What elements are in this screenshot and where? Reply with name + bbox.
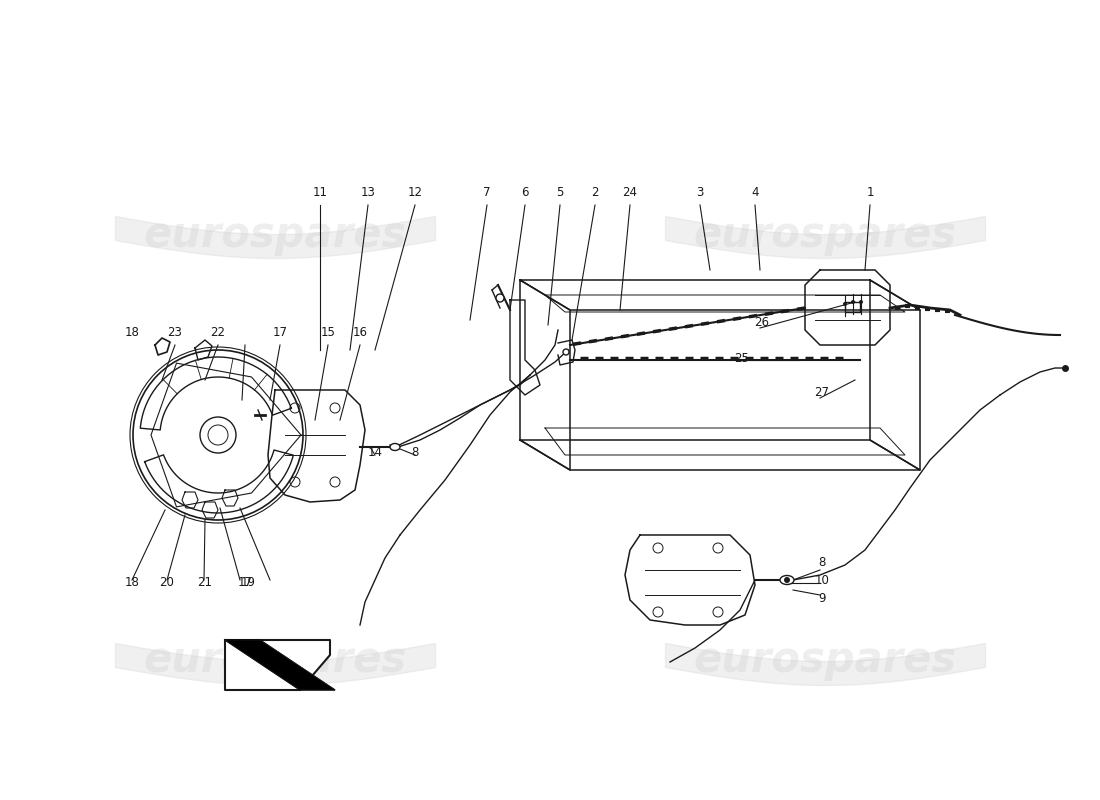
Text: 19: 19 (241, 575, 255, 589)
Text: 6: 6 (521, 186, 529, 198)
Text: 15: 15 (320, 326, 336, 338)
Text: 12: 12 (407, 186, 422, 198)
Text: 8: 8 (818, 557, 826, 570)
Text: 18: 18 (124, 326, 140, 338)
Text: 21: 21 (198, 575, 212, 589)
Ellipse shape (390, 443, 400, 450)
Text: 20: 20 (160, 575, 175, 589)
Text: 16: 16 (352, 326, 367, 338)
Text: 10: 10 (815, 574, 829, 586)
Text: 23: 23 (167, 326, 183, 338)
Text: 1: 1 (867, 186, 873, 198)
Text: 17: 17 (238, 575, 253, 589)
Text: 2: 2 (592, 186, 598, 198)
Ellipse shape (780, 575, 794, 585)
Text: eurospares: eurospares (693, 214, 957, 256)
Text: 8: 8 (411, 446, 419, 458)
Circle shape (859, 300, 864, 304)
Text: 3: 3 (696, 186, 704, 198)
Text: 22: 22 (210, 326, 225, 338)
Text: 5: 5 (557, 186, 563, 198)
Circle shape (851, 300, 855, 304)
Text: 11: 11 (312, 186, 328, 198)
Text: 7: 7 (483, 186, 491, 198)
Text: 17: 17 (273, 326, 287, 338)
Circle shape (843, 302, 847, 306)
Text: 13: 13 (361, 186, 375, 198)
Text: 27: 27 (814, 386, 829, 398)
Polygon shape (226, 640, 330, 690)
Text: eurospares: eurospares (143, 639, 407, 681)
Circle shape (784, 577, 790, 583)
Circle shape (563, 349, 569, 355)
Text: 26: 26 (755, 315, 770, 329)
Text: 18: 18 (124, 575, 140, 589)
Text: eurospares: eurospares (143, 214, 407, 256)
Polygon shape (226, 640, 336, 690)
Text: eurospares: eurospares (693, 639, 957, 681)
Text: 9: 9 (818, 591, 826, 605)
Text: 4: 4 (751, 186, 759, 198)
Text: 24: 24 (623, 186, 638, 198)
Circle shape (496, 294, 504, 302)
Text: 25: 25 (735, 351, 749, 365)
Text: 14: 14 (367, 446, 383, 458)
